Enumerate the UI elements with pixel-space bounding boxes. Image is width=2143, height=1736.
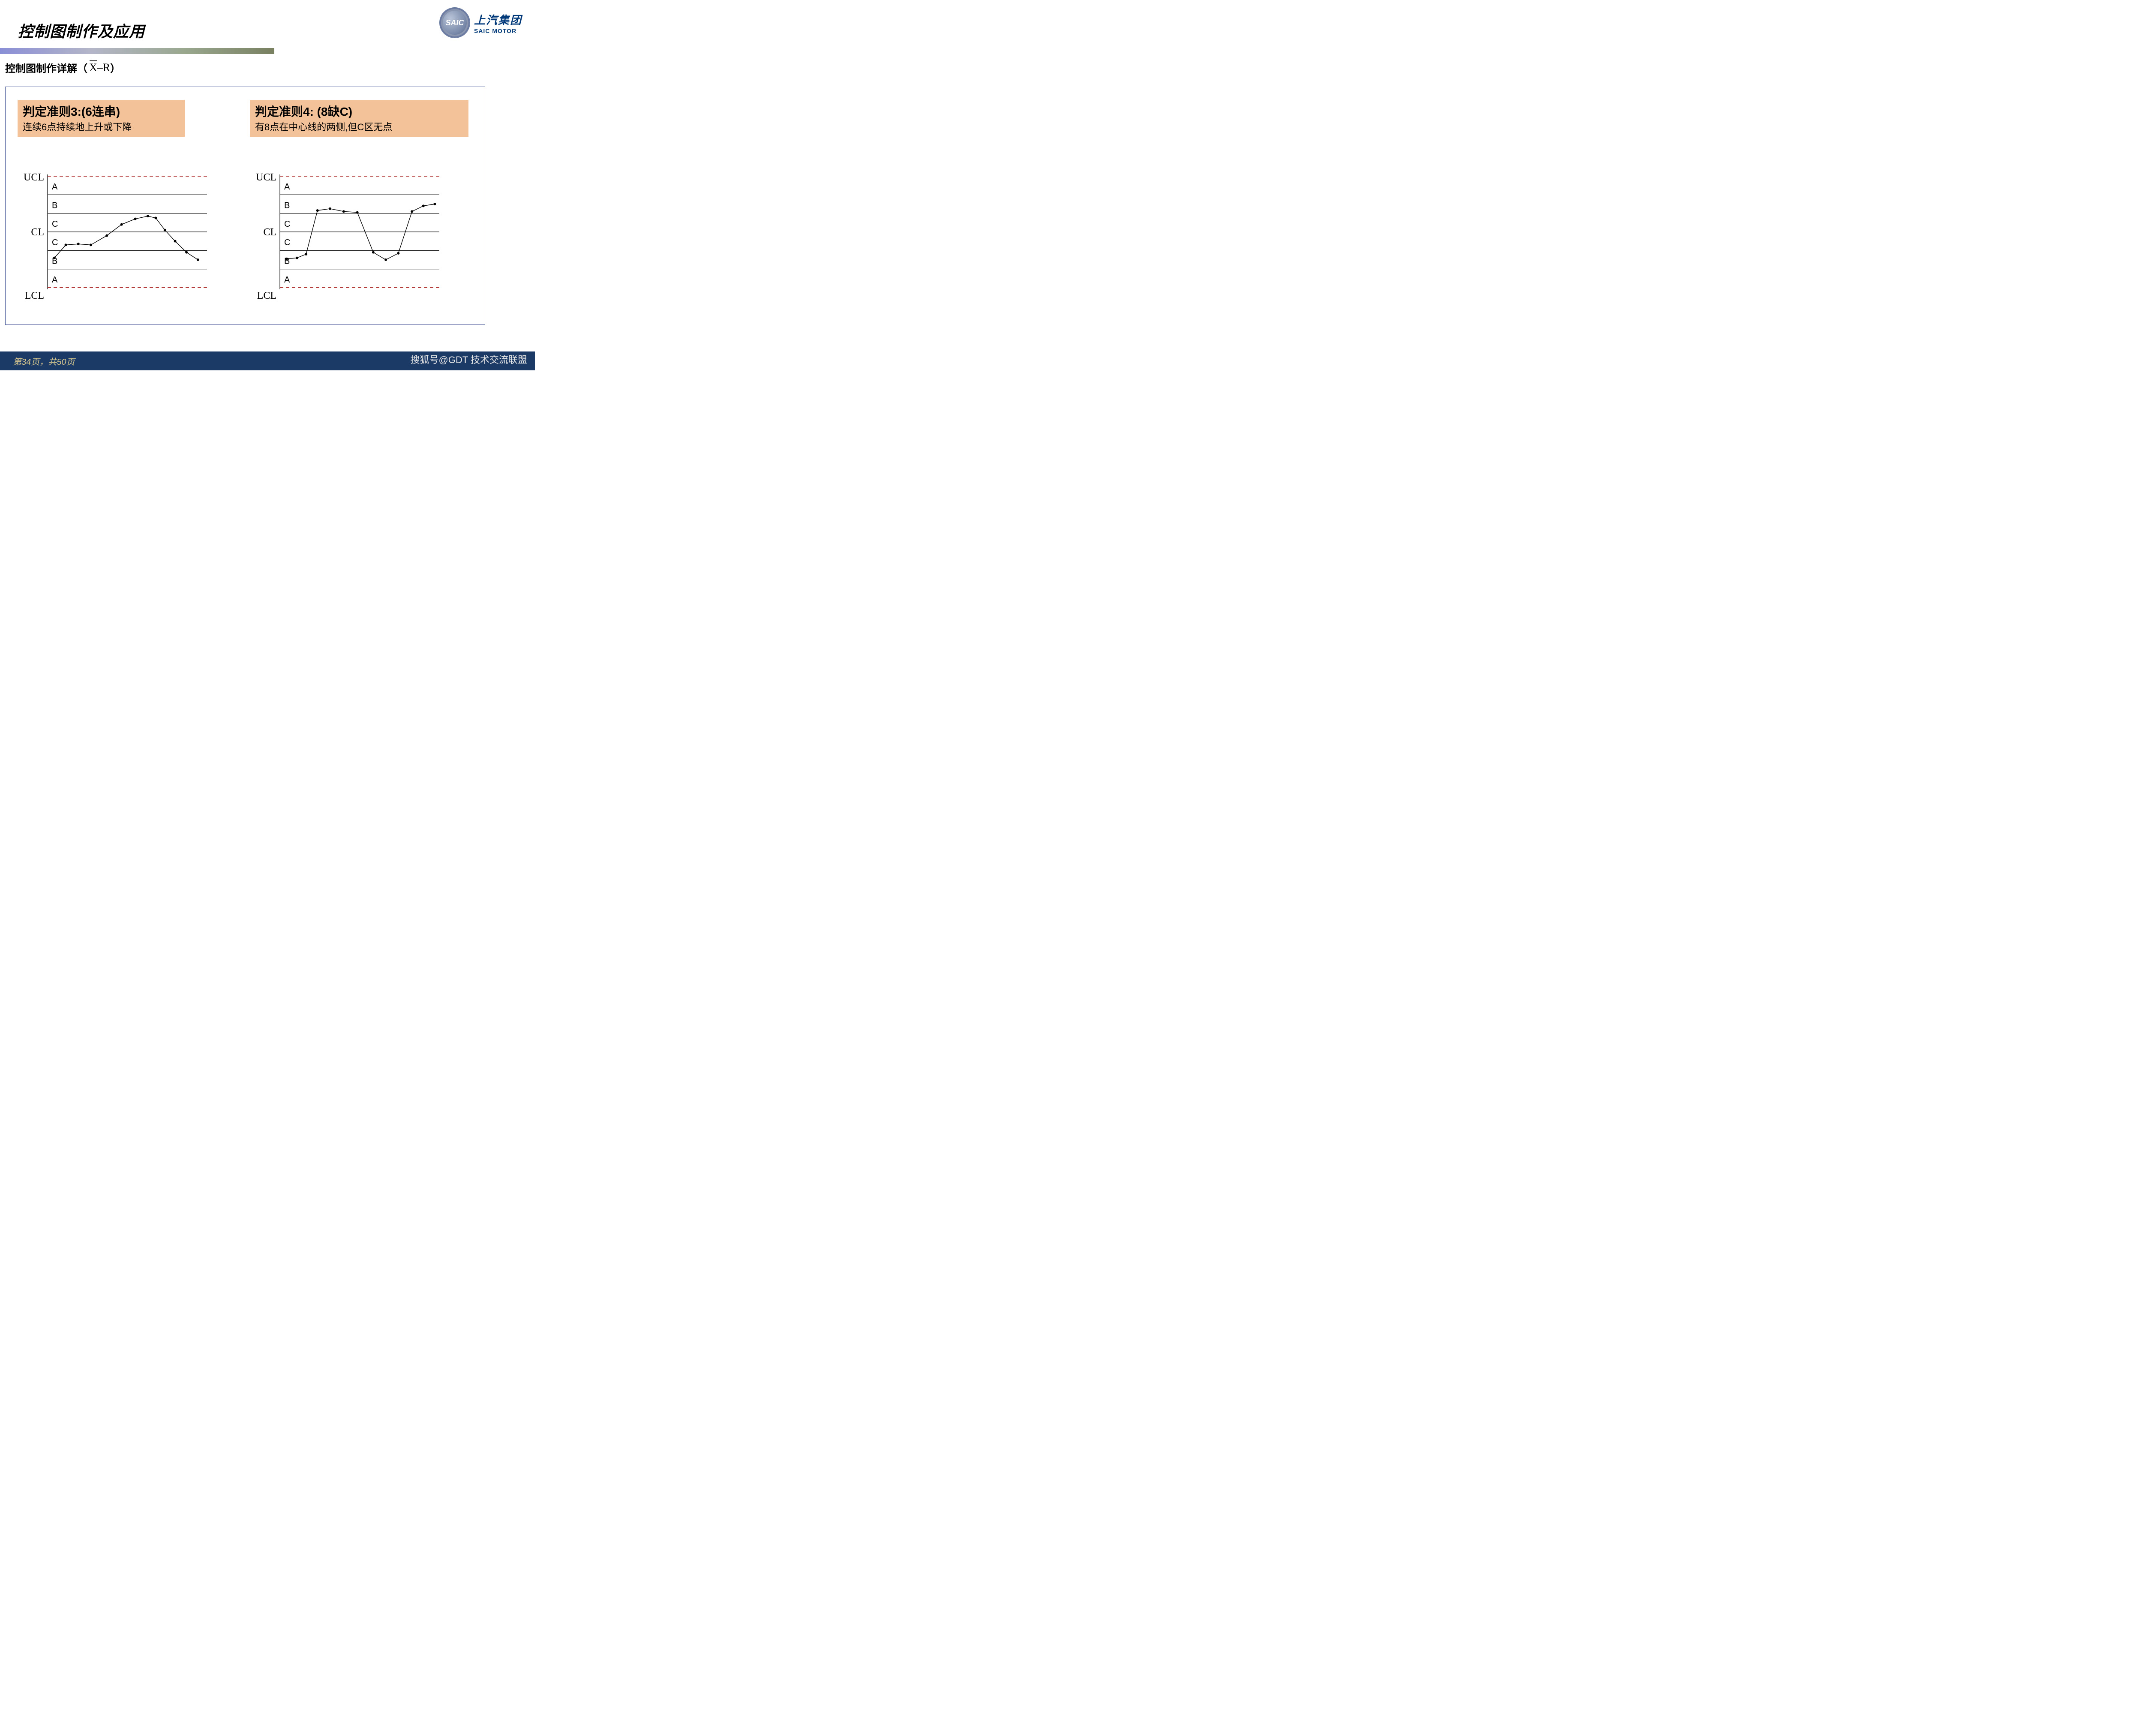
logo: SAIC 上汽集团 SAIC MOTOR bbox=[440, 8, 522, 38]
svg-text:LCL: LCL bbox=[257, 290, 276, 301]
svg-text:A: A bbox=[52, 275, 58, 285]
svg-text:C: C bbox=[52, 219, 58, 229]
svg-text:B: B bbox=[284, 201, 290, 210]
svg-text:A: A bbox=[284, 275, 290, 285]
logo-text: 上汽集团 SAIC MOTOR bbox=[474, 12, 522, 34]
rule3-box: 判定准则3:(6连串) 连续6点持续地上升或下降 bbox=[18, 100, 185, 137]
svg-text:C: C bbox=[52, 238, 58, 247]
svg-text:A: A bbox=[284, 182, 290, 192]
content-box: 判定准则3:(6连串) 连续6点持续地上升或下降 判定准则4: (8缺C) 有8… bbox=[5, 87, 485, 325]
rule4-title: 判定准则4: (8缺C) bbox=[255, 102, 463, 120]
subtitle-prefix: 控制图制作详解（ bbox=[5, 60, 87, 75]
rule4-box: 判定准则4: (8缺C) 有8点在中心线的两侧,但C区无点 bbox=[250, 100, 468, 137]
rule3-desc: 连续6点持续地上升或下降 bbox=[23, 120, 180, 133]
svg-text:A: A bbox=[52, 182, 58, 192]
watermark: 搜狐号@GDT 技术交流联盟 bbox=[411, 352, 528, 366]
logo-badge: SAIC bbox=[440, 8, 470, 38]
chart-rule4: ABCCBAUCLCLLCL bbox=[246, 172, 444, 305]
svg-text:CL: CL bbox=[31, 227, 44, 238]
subtitle: 控制图制作详解（ X–R ） bbox=[5, 60, 120, 75]
subtitle-suffix: ） bbox=[110, 60, 120, 75]
chart-rule3: ABCCBAUCLCLLCL bbox=[14, 172, 211, 305]
svg-text:C: C bbox=[284, 238, 290, 247]
svg-text:LCL: LCL bbox=[25, 290, 44, 301]
xbar-r-formula: X–R bbox=[89, 61, 110, 74]
svg-text:UCL: UCL bbox=[256, 172, 276, 183]
logo-en: SAIC MOTOR bbox=[474, 27, 522, 34]
logo-cn: 上汽集团 bbox=[474, 12, 522, 27]
svg-text:CL: CL bbox=[263, 227, 276, 238]
gradient-divider bbox=[0, 48, 274, 54]
page-number: 第34页，共50页 bbox=[13, 355, 75, 367]
page-title: 控制图制作及应用 bbox=[18, 19, 145, 42]
svg-text:B: B bbox=[52, 201, 57, 210]
svg-text:C: C bbox=[284, 219, 290, 229]
chart-rule3-svg: ABCCBAUCLCLLCL bbox=[14, 172, 211, 305]
rule3-title: 判定准则3:(6连串) bbox=[23, 102, 180, 120]
rule4-desc: 有8点在中心线的两侧,但C区无点 bbox=[255, 120, 463, 133]
svg-text:UCL: UCL bbox=[24, 172, 44, 183]
chart-rule4-svg: ABCCBAUCLCLLCL bbox=[246, 172, 444, 305]
